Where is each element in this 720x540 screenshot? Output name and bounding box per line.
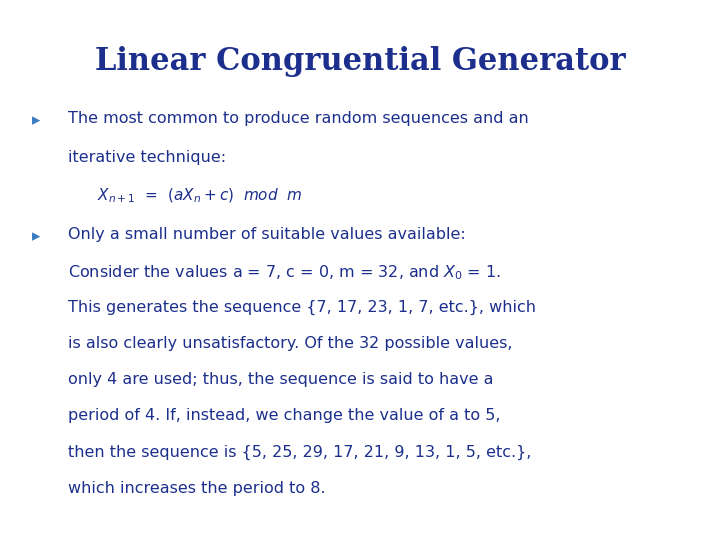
Text: ▸: ▸ [32, 227, 41, 245]
Text: $X_{n+1}$  =  $(aX_n + c)$  mod  $m$: $X_{n+1}$ = $(aX_n + c)$ mod $m$ [97, 186, 302, 205]
Text: Linear Congruential Generator: Linear Congruential Generator [95, 46, 625, 77]
Text: Consider the values a = 7, c = 0, m = 32, and $X_0$ = 1.: Consider the values a = 7, c = 0, m = 32… [68, 264, 501, 282]
Text: This generates the sequence {7, 17, 23, 1, 7, etc.}, which: This generates the sequence {7, 17, 23, … [68, 300, 536, 315]
Text: Only a small number of suitable values available:: Only a small number of suitable values a… [68, 227, 466, 242]
Text: iterative technique:: iterative technique: [68, 150, 227, 165]
Text: period of 4. If, instead, we change the value of a to 5,: period of 4. If, instead, we change the … [68, 408, 501, 423]
Text: is also clearly unsatisfactory. Of the 32 possible values,: is also clearly unsatisfactory. Of the 3… [68, 336, 513, 351]
Text: then the sequence is {5, 25, 29, 17, 21, 9, 13, 1, 5, etc.},: then the sequence is {5, 25, 29, 17, 21,… [68, 444, 532, 460]
Text: which increases the period to 8.: which increases the period to 8. [68, 481, 326, 496]
Text: The most common to produce random sequences and an: The most common to produce random sequen… [68, 111, 529, 126]
Text: ▸: ▸ [32, 111, 41, 129]
Text: only 4 are used; thus, the sequence is said to have a: only 4 are used; thus, the sequence is s… [68, 372, 494, 387]
